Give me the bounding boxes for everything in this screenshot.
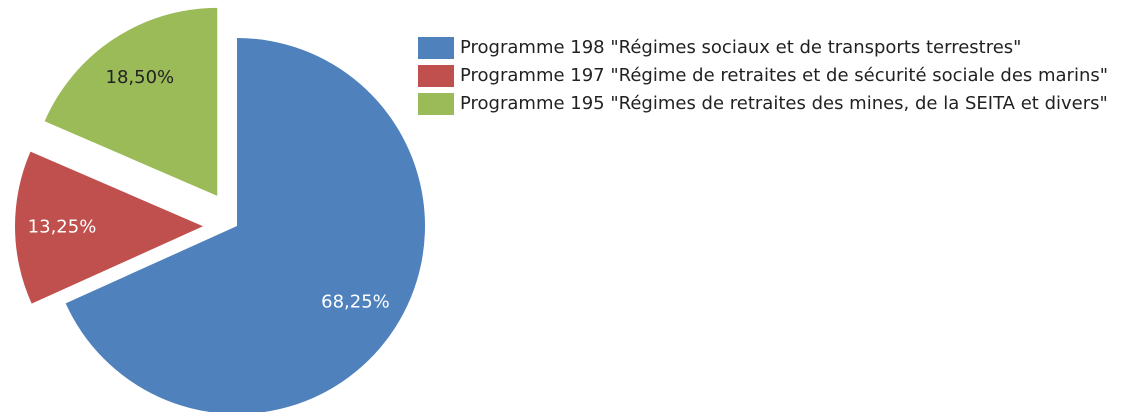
pie-slice (15, 151, 204, 304)
legend-swatch (418, 37, 454, 59)
legend-swatch (418, 93, 454, 115)
legend-swatch (418, 65, 454, 87)
pie-slice (44, 7, 218, 196)
pie-slice (65, 38, 425, 412)
slice-label: 13,25% (28, 216, 97, 237)
legend-label: Programme 195 "Régimes de retraites des … (460, 93, 1108, 114)
legend-label: Programme 197 "Régime de retraites et de… (460, 65, 1108, 86)
slice-label: 18,50% (106, 67, 175, 88)
legend-label: Programme 198 "Régimes sociaux et de tra… (460, 37, 1021, 58)
slice-label: 68,25% (321, 291, 390, 312)
